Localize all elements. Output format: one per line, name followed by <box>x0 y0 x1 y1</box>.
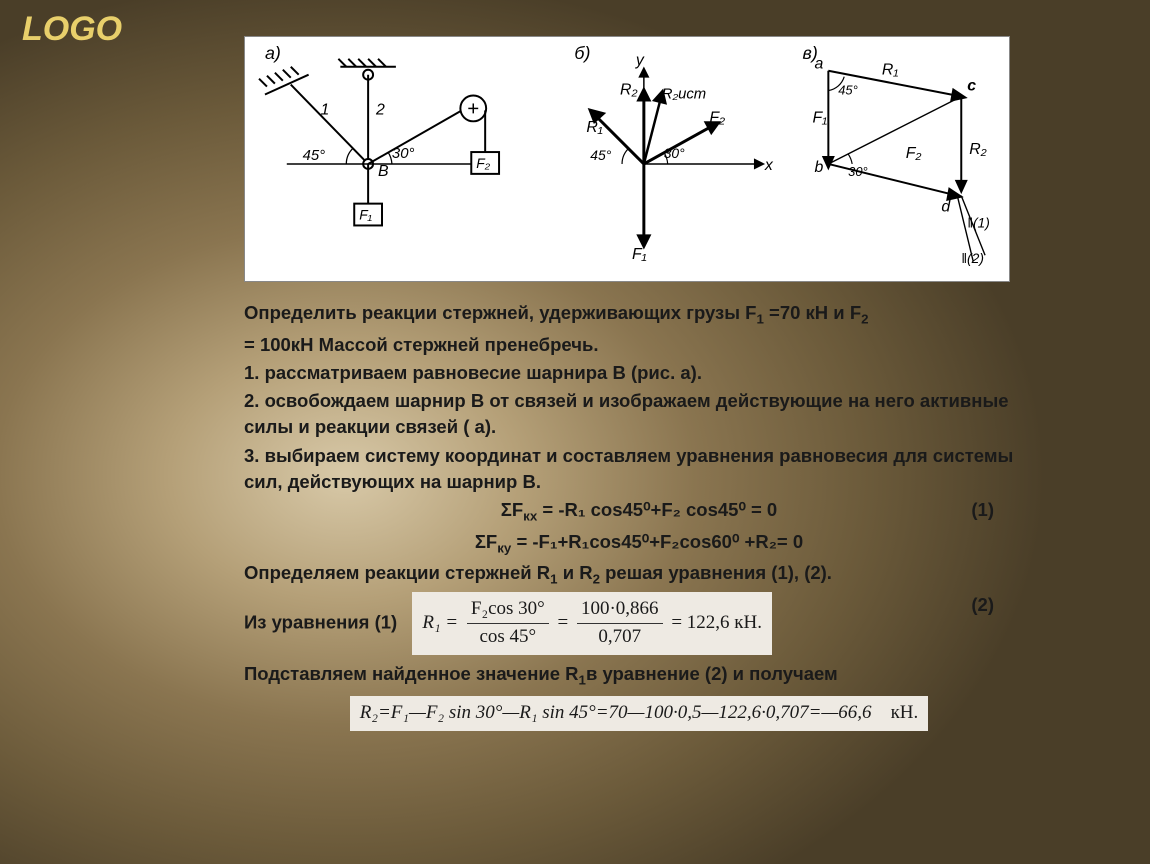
svg-text:30°: 30° <box>392 146 415 162</box>
svg-text:45°: 45° <box>303 148 326 164</box>
svg-text:y: y <box>635 52 645 69</box>
diagrams-svg: а) 1 2 45° 30° В F₁ F₂ б) <box>245 37 1009 281</box>
svg-text:F₁: F₁ <box>359 207 372 223</box>
svg-text:R₂: R₂ <box>969 141 987 158</box>
svg-text:d: d <box>941 199 951 216</box>
equation-1: ΣFкх = -R₁ cos45⁰+F₂ cos45⁰ = 0 (1) <box>244 497 1034 527</box>
line-from-eq1: Из уравнения (1) R₁ = F₂cos 30°cos 45° =… <box>244 592 1034 655</box>
svg-text:В: В <box>378 163 389 180</box>
svg-text:30°: 30° <box>664 145 685 161</box>
svg-text:c: c <box>967 78 976 95</box>
svg-text:2: 2 <box>375 101 385 118</box>
svg-text:F₂: F₂ <box>476 155 490 171</box>
svg-text:R₂ист: R₂ист <box>662 86 706 102</box>
diagram-container: а) 1 2 45° 30° В F₁ F₂ б) <box>244 36 1010 282</box>
svg-text:R₁: R₁ <box>882 62 898 79</box>
line-substitute: Подставляем найденное значение R1в уравн… <box>244 661 1034 691</box>
svg-text:F₂: F₂ <box>906 145 922 162</box>
formula-r1: R₁ = F₂cos 30°cos 45° = 100·0,8660,707 =… <box>412 592 772 655</box>
formula-r2: R₂=F₁—F₂ sin 30°—R₁ sin 45°=70—100·0,5—1… <box>350 696 929 731</box>
line-problem: Определить реакции стержней, удерживающи… <box>244 300 1034 330</box>
svg-text:1: 1 <box>321 101 330 118</box>
svg-text:45°: 45° <box>590 147 611 163</box>
svg-text:ǁ(2): ǁ(2) <box>961 250 984 266</box>
content-text: Определить реакции стержней, удерживающи… <box>244 300 1034 733</box>
line-solve: Определяем реакции стержней R1 и R2 реша… <box>244 560 1034 590</box>
svg-text:R₁: R₁ <box>586 119 602 136</box>
svg-text:F₁: F₁ <box>632 246 647 263</box>
svg-text:30°: 30° <box>848 164 867 179</box>
panel-b-label: б) <box>574 43 590 63</box>
equation-2: ΣFку = -F₁+R₁cos45⁰+F₂cos60⁰ +R₂= 0 <box>244 529 1034 559</box>
logo-text: LOGO <box>22 10 122 49</box>
panel-a <box>259 59 499 226</box>
svg-text:a: a <box>814 56 823 73</box>
svg-text:R₂: R₂ <box>620 82 638 99</box>
svg-text:F₂: F₂ <box>709 109 725 126</box>
panel-a-label: а) <box>265 43 281 63</box>
svg-text:F₁: F₁ <box>812 109 827 126</box>
svg-text:x: x <box>764 157 774 174</box>
svg-text:45°: 45° <box>838 83 857 98</box>
svg-text:ǁ(1): ǁ(1) <box>967 214 990 230</box>
svg-text:b: b <box>814 159 823 176</box>
